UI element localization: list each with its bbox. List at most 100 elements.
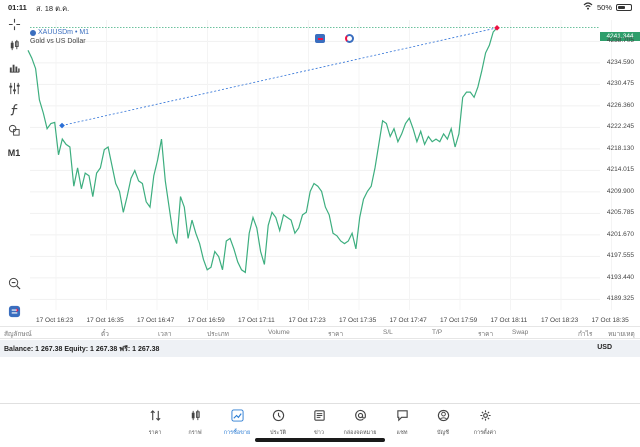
tab-label: บัญชี	[437, 430, 449, 436]
column-header[interactable]: เวลา	[158, 331, 172, 338]
balance-bar: Balance: 1 267.38 Equity: 1 267.38 ฟรี: …	[0, 340, 640, 357]
time-tick-label: 17 Oct 18:23	[541, 317, 579, 324]
tab-label: ประวัติ	[269, 430, 287, 436]
candlestick-icon[interactable]	[6, 38, 22, 52]
tab-chat[interactable]: แชท	[382, 409, 422, 437]
time-tick-label: 17 Oct 17:59	[440, 317, 478, 324]
candlestick-icon	[189, 409, 202, 427]
tab-history[interactable]: ประวัติ	[258, 409, 298, 437]
tab-trade-chart[interactable]: การซื้อขาย	[217, 409, 257, 437]
settings-icon	[479, 409, 492, 427]
sell-buy-icon[interactable]	[315, 34, 325, 43]
tab-label: ราคา	[148, 430, 162, 436]
trade-circle-icon[interactable]	[345, 34, 354, 43]
time-tick-label: 17 Oct 16:47	[137, 317, 175, 324]
timeframe-button[interactable]: M1	[7, 148, 21, 158]
tab-at-mail[interactable]: กล่องจดหมาย	[340, 409, 380, 437]
time-tick-label: 17 Oct 16:59	[187, 317, 225, 324]
balance-currency: USD	[597, 344, 612, 351]
price-tick-label: 4230.475	[606, 80, 634, 88]
tab-label: แชท	[396, 430, 408, 436]
time-tick-label: 17 Oct 17:35	[339, 317, 377, 324]
column-header[interactable]: ประเภท	[207, 331, 229, 338]
wifi-icon	[583, 2, 593, 12]
status-bar: 01:11 ส. 18 ต.ค. 50%	[0, 0, 640, 14]
bar-chart-icon[interactable]	[6, 60, 22, 74]
price-tick-label: 4218.130	[606, 144, 634, 152]
battery-icon	[616, 3, 632, 11]
price-tick-label: 4201.670	[606, 230, 634, 238]
tab-candlestick[interactable]: กราฟ	[175, 409, 215, 437]
column-header[interactable]: ตั๋ว	[101, 331, 109, 338]
tab-arrows-updown[interactable]: ราคา	[135, 409, 175, 437]
time-tick-label: 17 Oct 16:35	[86, 317, 124, 324]
tab-label: การตั้งค่า	[473, 430, 497, 436]
bottom-tab-bar: ราคา กราฟ การซื้อขาย ประวัติ ข่าว กล่องจดหมาย…	[0, 403, 640, 447]
crosshair-icon[interactable]	[6, 17, 22, 31]
chart-area[interactable]: XAUUSDm • M1 Gold vs US Dollar 4241.344 …	[0, 14, 640, 326]
trend-line	[61, 27, 498, 126]
column-header[interactable]: ราคา	[328, 331, 344, 338]
account-icon	[437, 409, 450, 427]
symbol-badge-icon	[30, 29, 36, 36]
symbol-description: Gold vs US Dollar	[30, 38, 86, 45]
balance-text: Balance: 1 267.38 Equity: 1 267.38 ฟรี: …	[4, 346, 160, 353]
price-tick-label: 4205.785	[606, 209, 634, 217]
indicators-icon[interactable]	[6, 81, 22, 95]
column-header[interactable]: สัญลักษณ์	[4, 331, 32, 338]
shapes-icon[interactable]	[6, 123, 22, 137]
price-tick-label: 4226.360	[606, 101, 634, 109]
time-tick-label: 17 Oct 18:11	[490, 317, 528, 324]
news-icon	[313, 409, 326, 427]
function-icon[interactable]	[6, 102, 22, 116]
tab-account[interactable]: บัญชี	[423, 409, 463, 437]
column-header[interactable]: Volume	[268, 329, 290, 336]
chart-toolbar: M1	[0, 14, 28, 324]
status-time: 01:11	[8, 3, 27, 12]
tab-label: การซื้อขาย	[223, 430, 251, 436]
price-chart[interactable]	[0, 14, 640, 326]
price-tick-label: 4214.015	[606, 166, 634, 174]
time-tick-label: 17 Oct 16:23	[36, 317, 74, 324]
price-tick-label: 4234.590	[606, 58, 634, 66]
column-header[interactable]: Swap	[512, 329, 529, 336]
time-tick-label: 17 Oct 17:23	[288, 317, 326, 324]
column-header[interactable]: กำไร	[578, 331, 593, 338]
time-tick-label: 17 Oct 17:11	[238, 317, 275, 324]
column-header[interactable]: S/L	[383, 329, 393, 336]
price-tick-label: 4189.325	[606, 295, 634, 303]
trade-chart-icon	[230, 409, 244, 427]
tab-label: กราฟ	[188, 430, 202, 436]
status-right: 50%	[583, 2, 632, 12]
symbol-name: XAUUSDm • M1	[38, 29, 90, 36]
one-click-trading	[315, 34, 354, 43]
tab-label: ข่าว	[314, 430, 324, 436]
home-indicator	[255, 438, 385, 442]
tab-news[interactable]: ข่าว	[299, 409, 339, 437]
status-date: ส. 18 ต.ค.	[36, 4, 70, 13]
price-tick-label: 4197.555	[606, 252, 634, 260]
chat-icon	[396, 409, 409, 427]
symbol-title[interactable]: XAUUSDm • M1	[30, 29, 89, 36]
price-tick-label: 4238.705	[606, 37, 634, 45]
zoom-icon[interactable]	[6, 276, 22, 290]
at-mail-icon	[354, 409, 367, 427]
battery-fill	[618, 5, 625, 9]
time-tick-label: 17 Oct 17:47	[389, 317, 427, 324]
history-icon	[272, 409, 285, 427]
column-header[interactable]: หมายเหตุ	[608, 331, 635, 338]
column-header[interactable]: ราคา	[478, 331, 494, 338]
trade-icon[interactable]	[6, 304, 22, 318]
arrows-updown-icon	[149, 409, 162, 427]
time-tick-label: 17 Oct 18:35	[591, 317, 629, 324]
price-tick-label: 4209.900	[606, 187, 634, 195]
tab-settings[interactable]: การตั้งค่า	[465, 409, 505, 437]
battery-percent: 50%	[596, 2, 612, 12]
trade-table-header: สัญลักษณ์ ตั๋ว เวลา ประเภท Volume ราคา S/L T/P ร…	[0, 326, 640, 339]
current-price-label: 4241.344	[600, 32, 640, 41]
column-header[interactable]: T/P	[432, 329, 443, 336]
price-tick-label: 4222.245	[606, 123, 634, 131]
price-tick-label: 4193.440	[606, 273, 634, 281]
price-series-line	[27, 27, 498, 274]
tab-label: กล่องจดหมาย	[343, 430, 377, 436]
